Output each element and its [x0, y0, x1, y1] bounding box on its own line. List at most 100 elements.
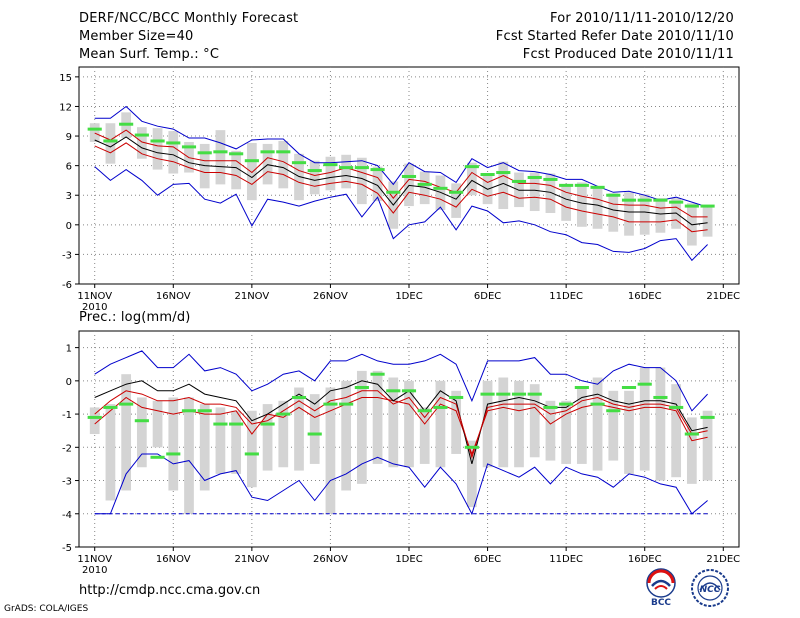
- precip-box: [246, 410, 257, 488]
- temp-median-mark: [496, 171, 511, 175]
- precip-box: [686, 417, 697, 484]
- precip-box: [435, 380, 446, 468]
- precip-box: [576, 387, 587, 464]
- temp-median-mark: [401, 174, 417, 178]
- temp-median-mark: [433, 186, 448, 190]
- temp-box: [592, 188, 603, 229]
- precip-median-mark: [684, 432, 699, 436]
- precip-line-upper: [94, 396, 708, 456]
- temp-median-mark: [197, 151, 212, 155]
- temp-box: [608, 193, 619, 232]
- temp-median-mark: [621, 198, 637, 202]
- precip-line-min: [94, 453, 708, 516]
- precip-box: [215, 407, 226, 474]
- precip-median-mark: [700, 415, 715, 419]
- temp-box: [309, 160, 320, 195]
- temp-median-mark: [653, 198, 668, 202]
- precip-box: [184, 397, 194, 514]
- svg-text:BCC: BCC: [651, 598, 671, 608]
- temp-ytick-label: -6: [62, 280, 72, 291]
- precip-median-mark: [574, 385, 589, 389]
- footer-url[interactable]: http://cmdp.ncc.cma.gov.cn: [79, 583, 261, 598]
- precip-box: [655, 367, 666, 481]
- precip-xtick-label: 1DEC: [395, 554, 422, 565]
- temp-box: [105, 123, 116, 164]
- precip-box: [356, 370, 367, 484]
- temp-median-mark: [511, 179, 527, 183]
- precip-box: [199, 404, 210, 491]
- precip-median-mark: [276, 412, 291, 416]
- temp-ytick-label: 12: [59, 102, 72, 113]
- temp-ytick-label: 6: [66, 162, 72, 173]
- temp-median-mark: [637, 198, 652, 202]
- precip-ytick-label: 0: [66, 377, 72, 388]
- temp-line-upper: [94, 129, 708, 218]
- temp-median-mark: [119, 122, 134, 126]
- precip-xtick-label: 16NOV: [156, 554, 191, 565]
- precip-xtick-label: 16DEC: [628, 554, 662, 565]
- precip-box: [136, 397, 147, 468]
- temp-box: [639, 194, 650, 235]
- precip-median-mark: [527, 392, 542, 396]
- temp-box: [246, 142, 257, 201]
- precip-median-mark: [606, 409, 621, 413]
- precip-median-mark: [244, 452, 259, 456]
- chart-title: DERF/NCC/BCC Monthly Forecast: [79, 11, 299, 26]
- temp-box: [199, 143, 210, 189]
- precip-box: [608, 390, 619, 461]
- temp-median-mark: [574, 183, 589, 187]
- temp-line-min: [94, 166, 708, 262]
- temp-box: [576, 182, 587, 227]
- precip-xtick-label: 11DEC: [549, 554, 583, 565]
- precip-median-mark: [386, 389, 401, 393]
- temperature-panel: -6 -3 0 3 6 9 12 15 11NOV 16NOV 21NOV 26NOV 1DEC 6DEC…: [59, 66, 740, 313]
- precip-ytick-label: -5: [62, 543, 72, 554]
- temp-median-mark: [464, 165, 479, 169]
- temp-median-mark: [134, 133, 149, 137]
- precip-year-label: 2010: [82, 565, 107, 576]
- temp-box: [624, 192, 634, 236]
- precip-ytick-label: 1: [66, 344, 72, 355]
- precip-median-mark: [166, 452, 181, 456]
- precip-median-mark: [449, 395, 464, 399]
- temp-line-mean: [94, 136, 708, 226]
- precip-median-mark: [653, 395, 668, 399]
- precip-box: [514, 380, 524, 468]
- precip-xtick-label: 11NOV: [77, 554, 112, 565]
- precip-median-mark: [496, 392, 511, 396]
- temp-ytick-label: 15: [59, 73, 72, 84]
- temp-box: [498, 161, 509, 210]
- forecast-produced-date: Fcst Produced Date 2010/11/11: [522, 47, 734, 62]
- precip-box: [624, 390, 634, 474]
- precip-xtick-label: 21DEC: [706, 554, 740, 565]
- temp-median-mark: [260, 150, 275, 154]
- precip-median-mark: [480, 392, 495, 396]
- precip-median-mark: [229, 422, 244, 426]
- temp-xtick-label: 21DEC: [706, 291, 740, 302]
- precip-median-mark: [511, 392, 527, 396]
- temp-median-mark: [354, 166, 369, 170]
- temp-median-mark: [543, 177, 558, 181]
- grads-credit: GrADS: COLA/IGES: [4, 604, 89, 614]
- temp-median-mark: [150, 139, 165, 143]
- temp-xtick-label: 1DEC: [395, 291, 422, 302]
- precip-box: [325, 387, 336, 514]
- precip-box: [152, 400, 163, 448]
- temp-median-mark: [307, 169, 322, 173]
- variable-label: Mean Surf. Temp.: °C: [79, 47, 220, 62]
- temp-median-mark: [244, 159, 259, 163]
- temp-median-mark: [669, 200, 684, 204]
- temp-median-mark: [166, 141, 181, 145]
- precip-box: [451, 390, 462, 454]
- precip-box: [231, 410, 242, 474]
- temp-median-mark: [181, 145, 197, 149]
- precip-ytick-label: -4: [62, 510, 72, 521]
- precip-box: [294, 387, 304, 471]
- precip-median-mark: [291, 395, 307, 399]
- temp-box: [341, 154, 352, 189]
- temp-xtick-label: 21NOV: [234, 291, 269, 302]
- temp-median-mark: [229, 152, 244, 156]
- precip-box: [592, 377, 603, 471]
- temp-median-mark: [276, 150, 291, 154]
- precip-median-mark: [433, 405, 448, 409]
